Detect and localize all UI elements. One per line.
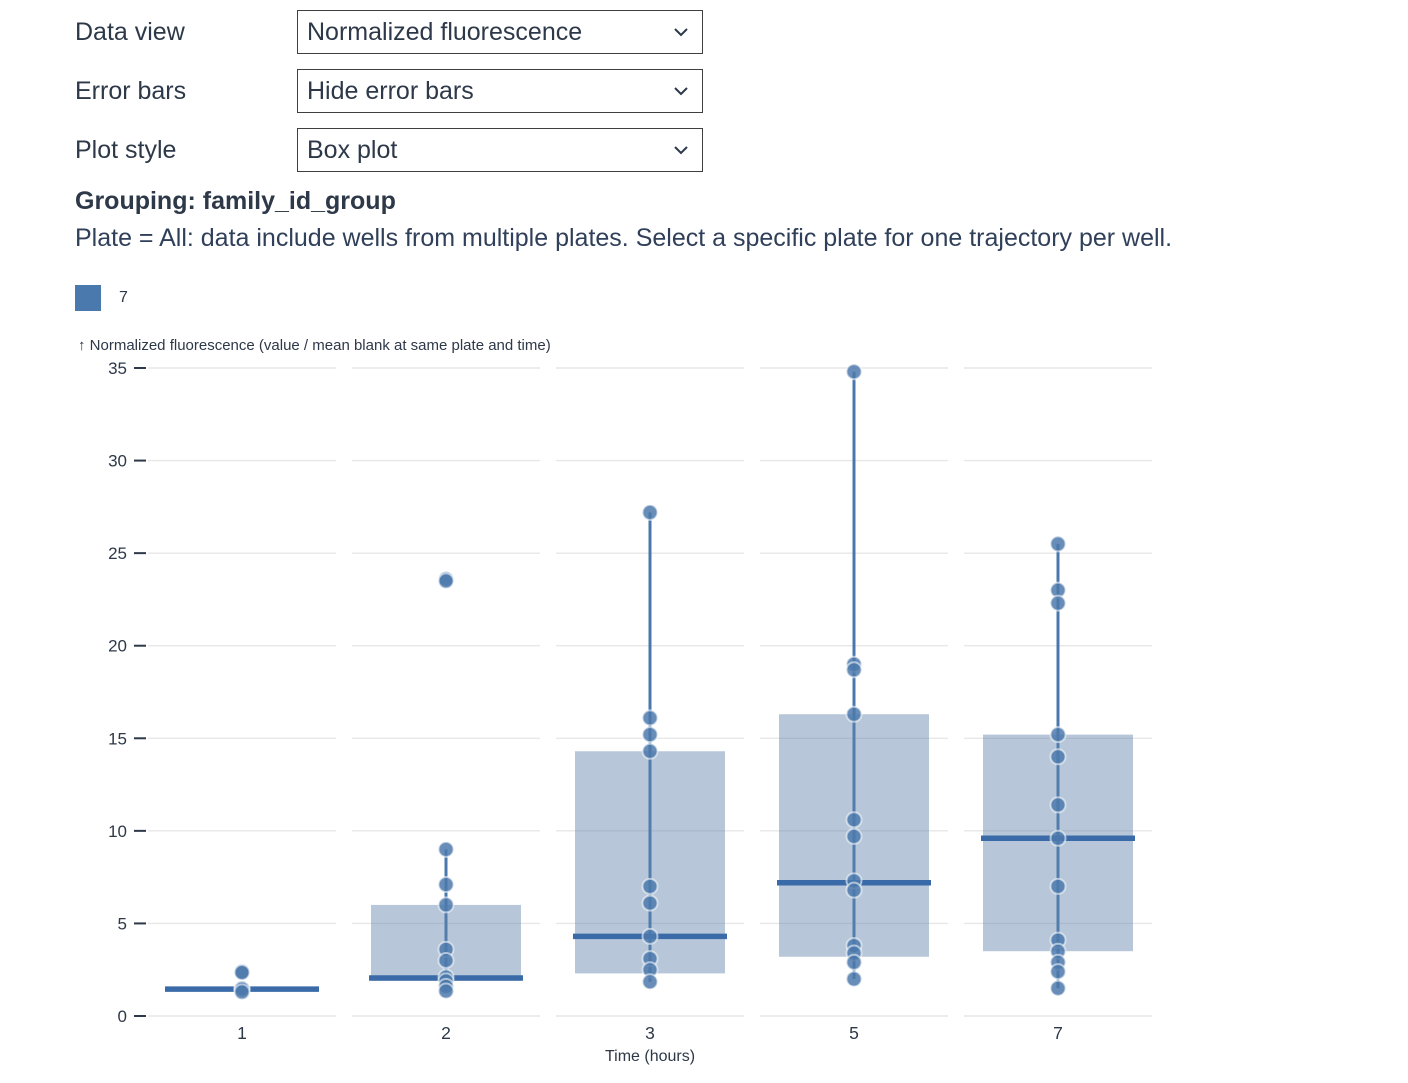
y-tick-label: 25 <box>108 544 127 563</box>
data-point <box>1049 795 1067 813</box>
data-point <box>845 827 863 845</box>
legend-swatch <box>75 284 101 311</box>
data-point <box>1049 725 1067 743</box>
data-point <box>845 705 863 723</box>
x-tick-label: 1 <box>237 1023 247 1043</box>
data-view-select[interactable]: Normalized fluorescence <box>297 10 703 54</box>
data-point <box>1049 877 1067 895</box>
data-point <box>437 840 455 858</box>
error-bars-label: Error bars <box>75 76 187 105</box>
data-point <box>641 927 659 945</box>
data-point <box>845 660 863 678</box>
y-tick-label: 35 <box>108 359 127 378</box>
chevron-down-icon <box>674 146 688 155</box>
y-tick-label: 15 <box>108 729 127 748</box>
plot-style-selected-value: Box plot <box>307 135 398 164</box>
control-row-error-bars: Error bars Hide error bars <box>75 69 1408 113</box>
y-tick-label: 10 <box>108 821 127 840</box>
plot-controls: Data view Normalized fluorescence Error … <box>75 10 1408 172</box>
data-point <box>845 953 863 971</box>
plot-style-select[interactable]: Box plot <box>297 128 703 172</box>
control-row-plot-style: Plot style Box plot <box>75 128 1408 172</box>
data-point <box>845 362 863 380</box>
data-point <box>641 708 659 726</box>
data-point <box>845 969 863 987</box>
control-row-data-view: Data view Normalized fluorescence <box>75 10 1408 54</box>
y-tick-label: 30 <box>108 451 127 470</box>
data-point <box>641 503 659 521</box>
y-tick-label: 0 <box>118 1007 127 1026</box>
plot-style-label: Plot style <box>75 135 177 164</box>
data-point <box>437 951 455 969</box>
data-point <box>1049 747 1067 765</box>
data-point <box>1049 829 1067 847</box>
chevron-down-icon <box>674 28 688 37</box>
y-axis-title: ↑ Normalized fluorescence (value / mean … <box>78 337 551 354</box>
data-view-label: Data view <box>75 17 185 46</box>
x-tick-label: 7 <box>1053 1023 1063 1043</box>
x-tick-label: 2 <box>441 1023 451 1043</box>
data-point <box>641 894 659 912</box>
data-point <box>845 881 863 899</box>
data-point <box>233 982 251 1000</box>
data-point <box>1049 962 1067 980</box>
error-bars-select[interactable]: Hide error bars <box>297 69 703 113</box>
data-point <box>1049 534 1067 552</box>
data-point <box>641 742 659 760</box>
data-point <box>845 810 863 828</box>
legend: 7 <box>75 284 1408 311</box>
x-tick-label: 5 <box>849 1023 859 1043</box>
data-point <box>641 972 659 990</box>
legend-label: 7 <box>119 288 128 306</box>
data-point <box>437 875 455 893</box>
plate-note: Plate = All: data include wells from mul… <box>75 223 1173 252</box>
data-point <box>1049 594 1067 612</box>
error-bars-selected-value: Hide error bars <box>307 76 474 105</box>
data-point <box>641 725 659 743</box>
data-point <box>233 963 251 981</box>
x-axis-title: Time (hours) <box>605 1048 695 1065</box>
data-point <box>437 982 455 1000</box>
data-view-selected-value: Normalized fluorescence <box>307 17 583 46</box>
y-tick-label: 5 <box>118 914 127 933</box>
x-tick-label: 3 <box>645 1023 655 1043</box>
chevron-down-icon <box>674 87 688 96</box>
data-point <box>437 571 455 589</box>
data-point <box>437 895 455 913</box>
y-tick-label: 20 <box>108 636 127 655</box>
data-point <box>1049 979 1067 997</box>
data-point <box>641 877 659 895</box>
grouping-heading: Grouping: family_id_group <box>75 187 396 215</box>
